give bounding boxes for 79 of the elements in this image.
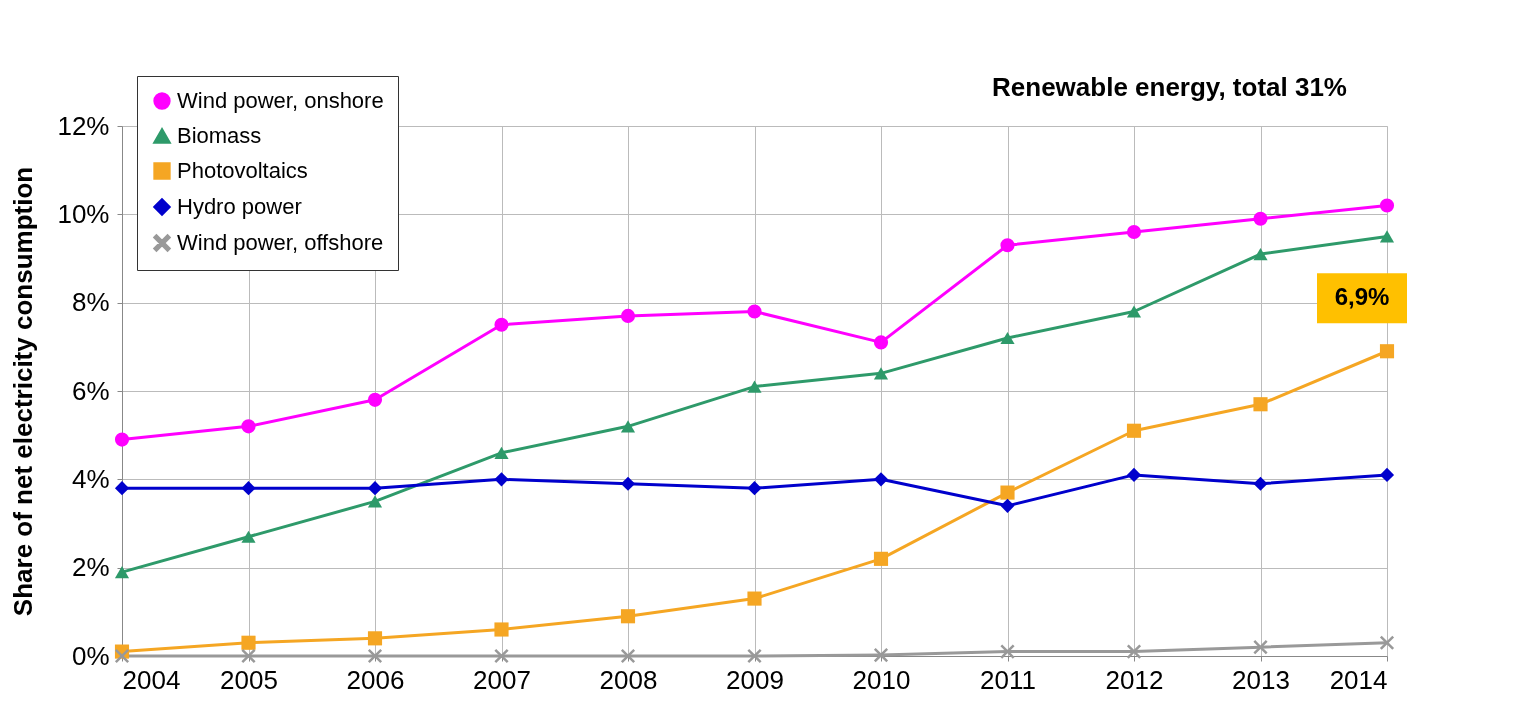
point <box>367 631 383 646</box>
y-tick-label: 8% <box>71 287 110 318</box>
x-tick-label: 2014 <box>1329 664 1388 695</box>
y-tick-label: 0% <box>71 640 110 671</box>
y-tick-label: 12% <box>57 110 110 141</box>
point <box>241 648 256 664</box>
point <box>873 551 889 566</box>
point <box>873 335 889 350</box>
point <box>1379 198 1395 213</box>
annotation: 6,9% <box>1334 283 1390 311</box>
y-axis-title: Share of net electricity consumption <box>8 166 39 617</box>
x-tick-label: 2004 <box>122 664 181 695</box>
point <box>1126 305 1142 318</box>
point <box>1253 247 1268 261</box>
point <box>620 420 636 433</box>
point <box>114 481 130 496</box>
point <box>747 481 762 496</box>
point <box>114 565 130 579</box>
point <box>1126 467 1142 482</box>
legend-label: Hydro power <box>177 194 302 219</box>
point <box>1000 238 1015 253</box>
x-tick-label: 2012 <box>1105 664 1164 695</box>
point <box>1379 635 1395 650</box>
point <box>873 648 889 663</box>
x-tick-label: 2006 <box>346 664 405 695</box>
point <box>494 317 509 332</box>
x-tick-label: 2005 <box>220 664 278 695</box>
point <box>1253 640 1268 655</box>
point <box>747 648 762 664</box>
x-tick-label: 2011 <box>980 664 1036 695</box>
point <box>114 648 130 664</box>
point <box>241 481 256 496</box>
point <box>494 446 509 459</box>
point <box>241 530 256 543</box>
point <box>367 648 383 664</box>
point <box>1126 423 1142 438</box>
point <box>747 380 762 393</box>
point <box>494 648 509 664</box>
point <box>114 432 130 447</box>
point <box>494 472 509 487</box>
y-tick-label: 4% <box>71 463 110 494</box>
point <box>1253 211 1268 226</box>
x-tick-label: 2009 <box>726 664 784 695</box>
point <box>367 392 383 407</box>
point <box>1126 224 1142 240</box>
point <box>1379 230 1395 243</box>
point <box>620 609 636 624</box>
point <box>1126 644 1142 659</box>
legend-label: Biomass <box>177 123 262 148</box>
point <box>747 304 762 319</box>
y-tick-label: 2% <box>71 552 110 583</box>
point <box>494 622 509 637</box>
point <box>1379 344 1395 359</box>
x-tick-label: 2008 <box>599 664 658 695</box>
point <box>620 476 636 491</box>
point <box>620 648 636 664</box>
point <box>873 367 889 380</box>
y-tick-label: 10% <box>57 198 110 229</box>
point <box>1000 498 1015 513</box>
y-tick-label: 6% <box>71 375 110 406</box>
point <box>1379 467 1395 482</box>
point <box>241 419 256 434</box>
legend-label: Photovoltaics <box>177 158 308 183</box>
point <box>1000 485 1015 500</box>
point <box>747 591 762 606</box>
point <box>873 472 889 487</box>
point <box>367 495 383 508</box>
point <box>620 308 636 323</box>
point <box>1253 397 1268 412</box>
x-tick-label: 2007 <box>473 664 531 695</box>
text: Renewable energy, total 31% <box>992 72 1347 102</box>
legend-label: Wind power, offshore <box>177 230 384 255</box>
x-tick-label: 2010 <box>852 664 911 695</box>
point <box>1253 476 1268 491</box>
point <box>241 635 256 650</box>
point <box>367 481 383 496</box>
x-tick-label: 2013 <box>1232 664 1290 695</box>
point <box>1000 331 1015 345</box>
legend-label: Wind power, onshore <box>177 88 384 113</box>
